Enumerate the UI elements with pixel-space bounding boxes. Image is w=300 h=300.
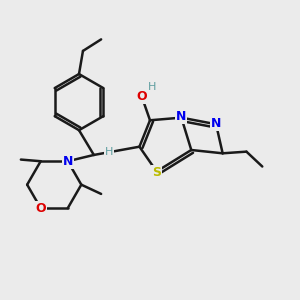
Text: H: H xyxy=(148,82,156,92)
Text: N: N xyxy=(176,110,187,124)
Text: S: S xyxy=(152,166,161,178)
Text: N: N xyxy=(211,117,221,130)
Text: O: O xyxy=(136,90,147,103)
Text: N: N xyxy=(63,155,73,168)
Text: H: H xyxy=(104,147,113,157)
Text: O: O xyxy=(35,202,46,214)
